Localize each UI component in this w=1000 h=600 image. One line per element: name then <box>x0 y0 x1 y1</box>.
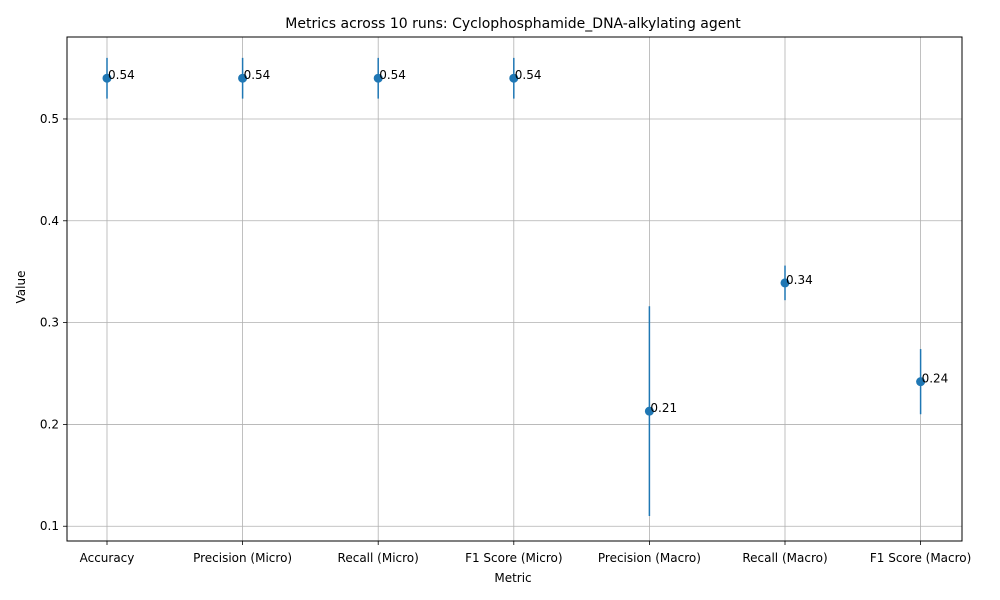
y-axis-label: Value <box>14 271 28 304</box>
x-tick-label: Precision (Micro) <box>193 551 292 565</box>
data-label: 0.54 <box>244 68 271 82</box>
y-tick-label: 0.1 <box>40 519 59 533</box>
data-point <box>373 73 383 83</box>
x-tick-label: Precision (Macro) <box>598 551 701 565</box>
data-point <box>509 73 519 83</box>
data-point <box>102 73 112 83</box>
data-label: 0.54 <box>108 68 135 82</box>
data-point <box>916 377 926 387</box>
data-labels: 0.54 0.54 0.54 0.54 0.21 0.34 0.24 <box>108 68 948 415</box>
x-tick-label: Recall (Micro) <box>338 551 419 565</box>
x-tick-label: Recall (Macro) <box>742 551 827 565</box>
y-tick-label: 0.2 <box>40 417 59 431</box>
data-label: 0.54 <box>515 68 542 82</box>
x-axis-ticks: Accuracy Precision (Micro) Recall (Micro) F… <box>80 541 971 565</box>
data-point <box>238 73 248 83</box>
x-tick-label: F1 Score (Macro) <box>870 551 971 565</box>
chart-title: Metrics across 10 runs: Cyclophosphamide… <box>285 16 741 32</box>
y-tick-label: 0.3 <box>40 316 59 330</box>
data-label: 0.24 <box>922 372 949 386</box>
data-point <box>644 406 654 416</box>
y-axis-ticks: 0.1 0.2 0.3 0.4 0.5 <box>40 112 67 533</box>
data-label: 0.54 <box>379 68 406 82</box>
data-point <box>780 278 790 288</box>
plot-area-frame <box>66 36 963 542</box>
data-label: 0.21 <box>650 401 677 415</box>
data-label: 0.34 <box>786 273 813 287</box>
y-tick-label: 0.4 <box>40 214 59 228</box>
x-tick-label: F1 Score (Micro) <box>465 551 562 565</box>
y-tick-label: 0.5 <box>40 112 59 126</box>
x-axis-label: Metric <box>494 571 531 585</box>
data-points <box>102 73 926 416</box>
grid-lines <box>67 37 962 541</box>
x-tick-label: Accuracy <box>80 551 135 565</box>
